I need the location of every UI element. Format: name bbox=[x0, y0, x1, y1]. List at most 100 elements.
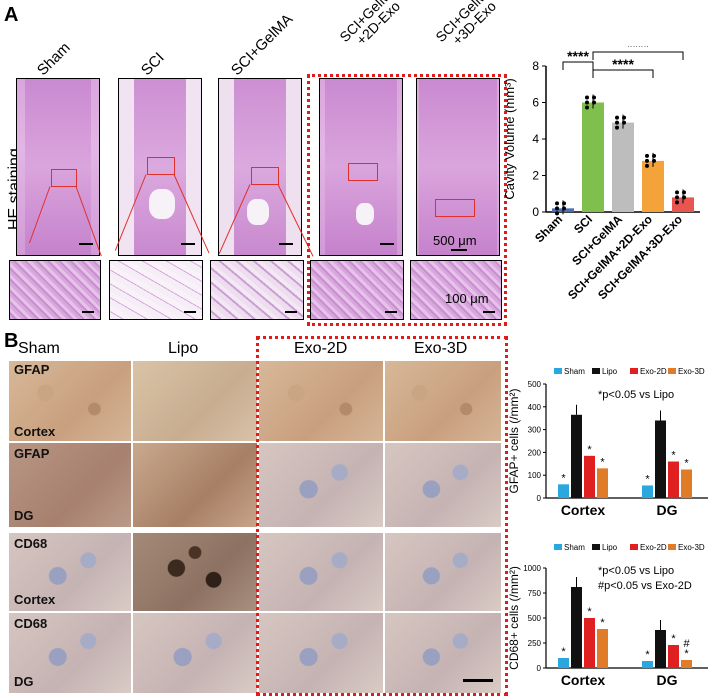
stat-annotation: *p<0.05 vs Lipo bbox=[598, 565, 674, 577]
significance-mark: * bbox=[671, 450, 676, 462]
ihc-gfap-dg-sham bbox=[8, 442, 132, 528]
ihc-gfap-cortex-exo2d bbox=[258, 360, 384, 442]
significance-bracket bbox=[592, 51, 684, 60]
he-image-3d-exo: 500 μm bbox=[416, 78, 500, 256]
scale-bar bbox=[82, 311, 94, 313]
col-head-exo-3d: Exo-3D bbox=[414, 340, 468, 357]
data-point bbox=[645, 163, 649, 168]
y-tick-label: 200 bbox=[528, 448, 542, 457]
ihc-gfap-cortex-exo3d bbox=[384, 360, 502, 442]
legend-swatch bbox=[668, 544, 676, 550]
ihc-cd68-dg-lipo bbox=[132, 612, 258, 694]
ihc-gfap-dg-exo2d bbox=[258, 442, 384, 528]
x-tick-label: DG bbox=[657, 672, 678, 688]
row-label-region: DG bbox=[14, 508, 34, 523]
significance-bracket bbox=[592, 69, 654, 78]
x-tick-label: Cortex bbox=[561, 672, 606, 688]
col-label-2d-exo: SCI+GelMA +2D-Exo bbox=[336, 0, 404, 49]
y-tick-label: 0 bbox=[532, 205, 539, 219]
he-image-sham bbox=[16, 78, 100, 256]
row-label-marker: CD68 bbox=[14, 616, 48, 631]
he-zoom-sci bbox=[109, 260, 203, 320]
bar bbox=[571, 414, 582, 498]
scale-bar bbox=[463, 679, 493, 682]
roi-box bbox=[348, 163, 378, 181]
y-tick-label: 100 bbox=[528, 471, 542, 480]
scale-bar bbox=[385, 311, 397, 313]
y-tick-label: 300 bbox=[528, 426, 542, 435]
row-label-region: Cortex bbox=[14, 424, 56, 439]
x-tick-label: Cortex bbox=[561, 502, 606, 518]
bar bbox=[584, 618, 595, 668]
row-label-marker: GFAP bbox=[14, 446, 50, 461]
row-label-marker: GFAP bbox=[14, 362, 50, 377]
he-zoom-3d-exo: 100 μm bbox=[410, 260, 502, 320]
bar bbox=[655, 420, 666, 498]
bar bbox=[558, 658, 569, 668]
y-tick-label: 500 bbox=[528, 614, 542, 623]
highlight-frame bbox=[307, 74, 507, 326]
bar bbox=[642, 160, 664, 212]
data-point bbox=[622, 115, 626, 120]
scale-bar bbox=[483, 311, 495, 313]
ihc-cd68-cortex-lipo bbox=[132, 532, 258, 612]
legend-swatch bbox=[630, 544, 638, 550]
y-tick-label: 750 bbox=[528, 589, 542, 598]
lesion-cavity bbox=[356, 203, 374, 225]
significance-mark: * bbox=[645, 649, 650, 661]
data-point bbox=[555, 201, 559, 206]
significance-mark: * bbox=[600, 617, 605, 629]
row-label-region: DG bbox=[14, 674, 34, 689]
significance-mark: **** bbox=[627, 46, 649, 54]
roi-box bbox=[435, 199, 475, 217]
panel-b-letter: B bbox=[4, 330, 19, 352]
legend-label: Sham bbox=[564, 543, 585, 552]
legend-swatch bbox=[630, 368, 638, 374]
col-label-3d-exo: SCI+GelMA +3D-Exo bbox=[432, 0, 500, 49]
col-head-exo-2d: Exo-2D bbox=[294, 340, 348, 357]
scale-bar bbox=[181, 243, 195, 245]
he-zoom-2d-exo bbox=[310, 260, 404, 320]
data-point bbox=[682, 195, 686, 200]
ihc-gfap-dg-lipo bbox=[132, 442, 258, 528]
col-label-sci-gelma: SCI+GelMA bbox=[227, 10, 297, 79]
col-label-sham: Sham bbox=[33, 39, 74, 79]
significance-mark: * bbox=[561, 472, 566, 484]
significance-mark: * bbox=[561, 646, 566, 658]
data-point bbox=[675, 195, 679, 200]
ihc-cd68-dg-sham bbox=[8, 612, 132, 694]
legend-label: Exo-2D bbox=[640, 543, 667, 552]
data-point bbox=[585, 95, 589, 100]
bar bbox=[571, 587, 582, 668]
panel-a-letter: A bbox=[4, 4, 19, 26]
y-axis-title: Cavity Volume (mm³) bbox=[502, 78, 517, 199]
scale-bar bbox=[285, 311, 297, 313]
data-point bbox=[645, 158, 649, 163]
lesion-cavity bbox=[247, 199, 269, 225]
legend-label: Sham bbox=[564, 367, 585, 376]
significance-mark: **** bbox=[567, 48, 589, 64]
data-point bbox=[592, 100, 596, 105]
data-point bbox=[615, 115, 619, 120]
y-tick-label: 500 bbox=[528, 380, 542, 389]
data-point bbox=[622, 120, 626, 125]
stat-annotation: #p<0.05 vs Exo-2D bbox=[598, 580, 692, 592]
he-image-sci-gelma bbox=[218, 78, 302, 256]
data-point bbox=[615, 125, 619, 130]
y-tick-label: 2 bbox=[532, 169, 539, 183]
data-point bbox=[592, 95, 596, 100]
roi-box bbox=[251, 167, 279, 185]
data-point bbox=[585, 105, 589, 110]
y-tick-label: 6 bbox=[532, 96, 539, 110]
scale-bar bbox=[451, 249, 467, 251]
ihc-cd68-cortex-exo3d bbox=[384, 532, 502, 612]
legend-swatch bbox=[592, 544, 600, 550]
bar bbox=[612, 122, 634, 212]
roi-box bbox=[51, 169, 77, 187]
data-point bbox=[682, 190, 686, 195]
bar bbox=[584, 455, 595, 498]
ihc-cd68-dg-exo2d bbox=[258, 612, 384, 694]
scale-bar bbox=[184, 311, 196, 313]
